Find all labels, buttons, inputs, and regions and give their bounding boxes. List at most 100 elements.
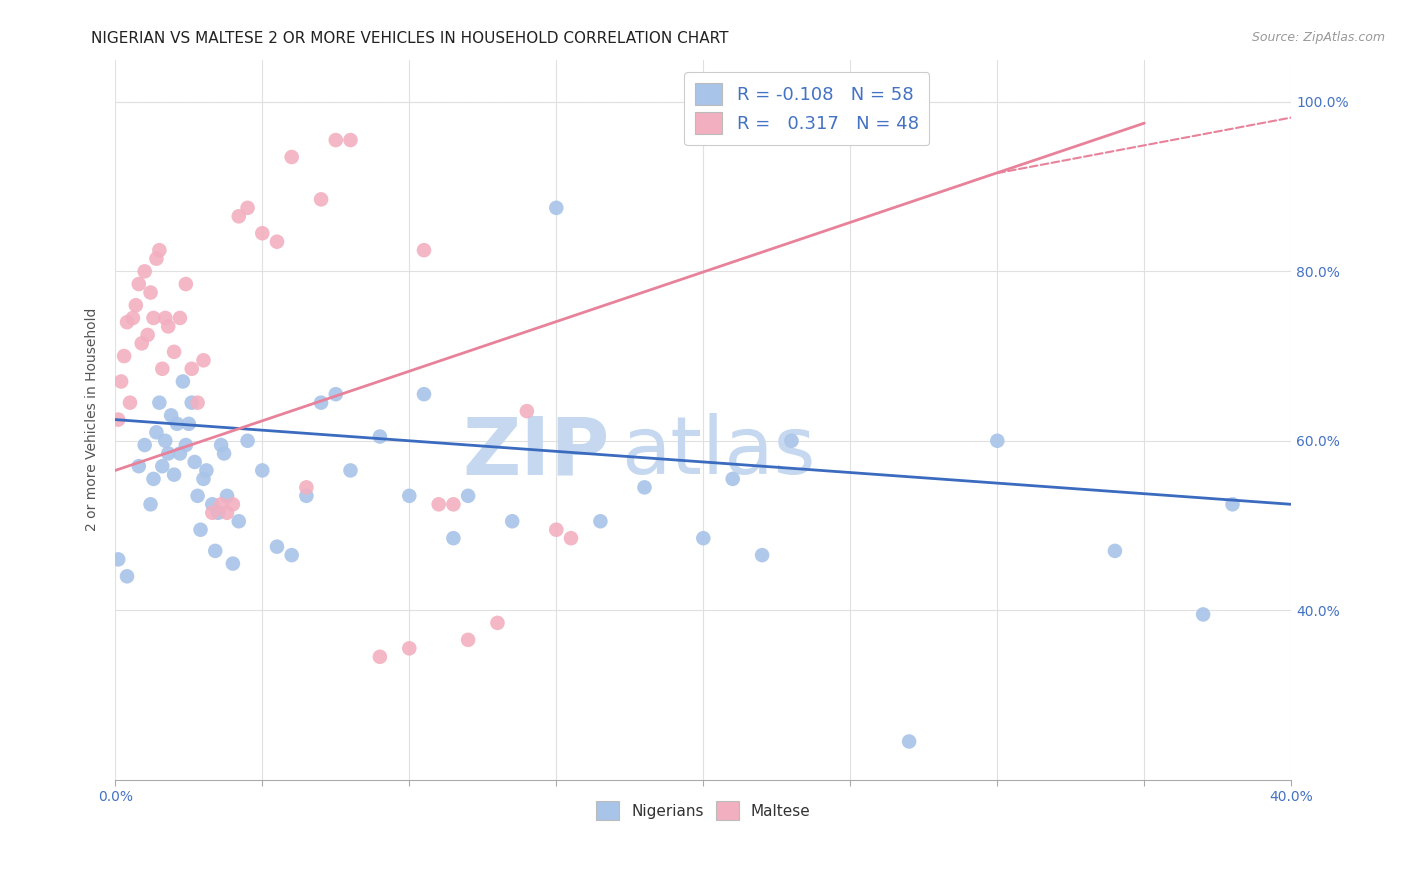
Point — [295, 480, 318, 494]
Point — [457, 489, 479, 503]
Point — [413, 243, 436, 257]
Point — [212, 446, 235, 460]
Point — [128, 277, 150, 291]
Point — [204, 544, 226, 558]
Point — [751, 548, 773, 562]
Point — [174, 438, 197, 452]
Point — [207, 506, 229, 520]
Point — [486, 615, 509, 630]
Point — [325, 133, 347, 147]
Point — [427, 497, 450, 511]
Text: NIGERIAN VS MALTESE 2 OR MORE VEHICLES IN HOUSEHOLD CORRELATION CHART: NIGERIAN VS MALTESE 2 OR MORE VEHICLES I… — [91, 31, 728, 46]
Point — [177, 417, 200, 431]
Point — [115, 315, 138, 329]
Text: ZIP: ZIP — [463, 413, 609, 491]
Point — [169, 446, 191, 460]
Point — [148, 243, 170, 257]
Point — [190, 523, 212, 537]
Point — [266, 540, 288, 554]
Point — [150, 459, 173, 474]
Point — [187, 489, 209, 503]
Point — [187, 395, 209, 409]
Point — [131, 336, 153, 351]
Point — [160, 409, 183, 423]
Point — [128, 459, 150, 474]
Point — [692, 531, 714, 545]
Point — [339, 463, 361, 477]
Point — [107, 552, 129, 566]
Point — [115, 569, 138, 583]
Point — [441, 497, 464, 511]
Point — [280, 150, 302, 164]
Point — [142, 472, 165, 486]
Point — [236, 201, 259, 215]
Point — [633, 480, 655, 494]
Point — [721, 472, 744, 486]
Point — [183, 455, 205, 469]
Point — [1104, 544, 1126, 558]
Point — [413, 387, 436, 401]
Text: Source: ZipAtlas.com: Source: ZipAtlas.com — [1251, 31, 1385, 45]
Point — [780, 434, 803, 448]
Point — [222, 557, 245, 571]
Point — [368, 429, 391, 443]
Point — [215, 489, 238, 503]
Point — [309, 395, 332, 409]
Point — [398, 489, 420, 503]
Point — [163, 467, 186, 482]
Point — [150, 361, 173, 376]
Point — [228, 514, 250, 528]
Point — [110, 375, 132, 389]
Point — [209, 438, 232, 452]
Point — [112, 349, 135, 363]
Point — [125, 298, 148, 312]
Point — [325, 387, 347, 401]
Point — [157, 446, 180, 460]
Point — [201, 497, 224, 511]
Point — [157, 319, 180, 334]
Point — [142, 310, 165, 325]
Point — [145, 252, 167, 266]
Point — [172, 375, 194, 389]
Point — [1222, 497, 1244, 511]
Point — [180, 395, 202, 409]
Point — [546, 523, 568, 537]
Point — [209, 497, 232, 511]
Point — [252, 226, 274, 240]
Text: atlas: atlas — [621, 413, 815, 491]
Point — [222, 497, 245, 511]
Point — [122, 310, 145, 325]
Point — [195, 463, 218, 477]
Point — [193, 353, 215, 368]
Point — [139, 285, 162, 300]
Point — [516, 404, 538, 418]
Point — [280, 548, 302, 562]
Point — [107, 412, 129, 426]
Point — [266, 235, 288, 249]
Point — [986, 434, 1008, 448]
Point — [134, 264, 156, 278]
Point — [136, 327, 159, 342]
Point — [589, 514, 612, 528]
Point — [139, 497, 162, 511]
Point — [215, 506, 238, 520]
Point — [145, 425, 167, 440]
Point — [309, 193, 332, 207]
Point — [560, 531, 582, 545]
Point — [441, 531, 464, 545]
Point — [339, 133, 361, 147]
Point — [193, 472, 215, 486]
Point — [546, 201, 568, 215]
Point — [134, 438, 156, 452]
Point — [118, 395, 141, 409]
Point — [898, 734, 921, 748]
Point — [148, 395, 170, 409]
Point — [1192, 607, 1215, 622]
Point — [166, 417, 188, 431]
Legend: Nigerians, Maltese: Nigerians, Maltese — [589, 795, 817, 826]
Point — [501, 514, 523, 528]
Point — [155, 434, 177, 448]
Point — [368, 649, 391, 664]
Y-axis label: 2 or more Vehicles in Household: 2 or more Vehicles in Household — [86, 308, 100, 532]
Point — [252, 463, 274, 477]
